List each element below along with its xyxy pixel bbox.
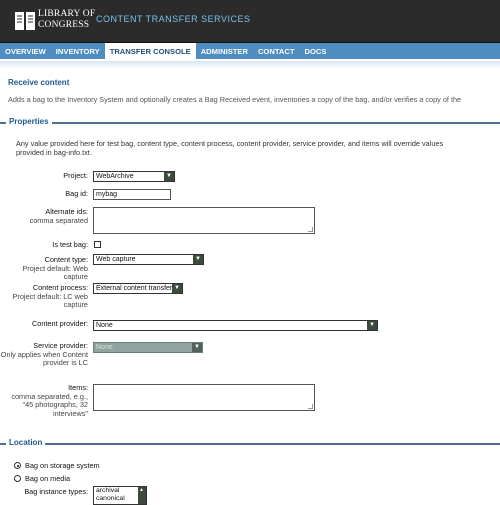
fieldset-rule: [0, 443, 500, 445]
service-provider-hint: Only applies when Content provider is LC: [0, 349, 88, 367]
content-process-label: Content process:: [32, 283, 88, 292]
instance-type-option[interactable]: canonical: [96, 495, 125, 502]
content-process-select[interactable]: External content transfer ▼: [93, 283, 183, 294]
properties-legend: Properties: [6, 117, 52, 126]
service-provider-select-value: None: [96, 344, 113, 351]
chevron-down-icon: ▼: [367, 321, 377, 330]
content-process-label-group: Content process: Project default: LC web…: [0, 283, 88, 310]
items-hint: comma separated, e.g., "45 photographs, …: [11, 391, 88, 418]
site-header: LIBRARY OF CONGRESS CONTENT TRANSFER SER…: [0, 0, 500, 43]
properties-note: Any value provided here for test bag, co…: [16, 139, 444, 157]
logo-line-2: CONGRESS: [38, 20, 90, 30]
service-provider-select: None ▼: [93, 342, 203, 353]
content-provider-select[interactable]: None ▼: [93, 320, 378, 331]
alternate-ids-label-group: Alternate ids: comma separated: [0, 207, 88, 225]
nav-transfer-console[interactable]: TRANSFER CONSOLE: [104, 43, 196, 59]
instance-type-option[interactable]: archival: [96, 487, 120, 494]
alternate-ids-textarea[interactable]: [93, 207, 315, 234]
chevron-down-icon: ▼: [164, 172, 174, 181]
radio-unselected-icon[interactable]: [14, 475, 21, 482]
items-label: Items:: [68, 383, 88, 392]
page-intro: Adds a bag to the Inventory System and o…: [8, 95, 462, 104]
content-process-select-value: External content transfer: [96, 285, 173, 292]
project-label: Project:: [63, 171, 88, 180]
chevron-down-icon: ▼: [193, 255, 203, 264]
items-label-group: Items: comma separated, e.g., "45 photog…: [0, 383, 88, 418]
location-legend: Location: [6, 438, 46, 447]
content-provider-select-value: None: [96, 322, 113, 329]
content-type-select-value: Web capture: [96, 256, 136, 263]
chevron-down-icon: ▼: [172, 284, 182, 293]
content-process-hint: Project default: LC web capture: [12, 291, 88, 309]
content-type-hint: Project default: Web capture: [22, 263, 88, 281]
bag-on-storage-label: Bag on storage system: [25, 461, 100, 470]
content-type-label-group: Content type: Project default: Web captu…: [0, 255, 88, 282]
resize-grip-icon[interactable]: [308, 404, 313, 409]
nav-overview[interactable]: OVERVIEW: [5, 47, 46, 56]
alternate-ids-hint: comma separated: [29, 215, 88, 225]
content-type-select[interactable]: Web capture ▼: [93, 254, 204, 265]
bag-on-media-option[interactable]: Bag on media: [14, 474, 70, 483]
bag-on-storage-option[interactable]: Bag on storage system: [14, 461, 100, 470]
radio-selected-icon[interactable]: [14, 462, 21, 469]
logo-line-1: LIBRARY OF: [38, 9, 96, 19]
alternate-ids-label: Alternate ids:: [45, 207, 88, 216]
project-select[interactable]: WebArchive ▼: [93, 171, 175, 182]
fieldset-rule: [0, 122, 500, 124]
location-fieldset: Location: [0, 438, 500, 449]
chevron-down-icon: ▼: [192, 343, 202, 352]
content-provider-label: Content provider:: [32, 319, 88, 328]
items-textarea[interactable]: [93, 384, 315, 411]
bag-instance-types-label: Bag instance types:: [24, 487, 88, 496]
is-test-bag-label: Is test bag:: [52, 240, 88, 249]
properties-fieldset: Properties: [0, 117, 500, 128]
project-select-value: WebArchive: [96, 173, 134, 180]
nav-shadow-strip: [0, 61, 500, 69]
library-logo-text[interactable]: LIBRARY OF CONGRESS: [38, 9, 96, 31]
nav-administer[interactable]: ADMINISTER: [200, 47, 248, 56]
service-provider-label-group: Service provider: Only applies when Cont…: [0, 341, 88, 368]
bag-id-input[interactable]: mybag: [93, 189, 171, 200]
service-provider-label: Service provider:: [33, 341, 88, 350]
bag-id-label: Bag id:: [65, 189, 88, 198]
page-title: Receive content: [8, 78, 70, 87]
app-title: CONTENT TRANSFER SERVICES: [96, 14, 251, 24]
content-type-label: Content type:: [44, 255, 88, 264]
is-test-bag-checkbox[interactable]: [94, 241, 101, 248]
nav-contact[interactable]: CONTACT: [257, 47, 295, 56]
main-nav: OVERVIEW INVENTORY TRANSFER CONSOLE ADMI…: [0, 43, 500, 61]
book-logo-icon: [15, 12, 35, 30]
bag-instance-types-list[interactable]: archival canonical: [93, 486, 147, 505]
bag-on-media-label: Bag on media: [25, 474, 71, 483]
nav-docs[interactable]: DOCS: [304, 47, 327, 56]
listbox-scrollbar[interactable]: [138, 487, 146, 504]
resize-grip-icon[interactable]: [308, 227, 313, 232]
nav-inventory[interactable]: INVENTORY: [55, 47, 100, 56]
